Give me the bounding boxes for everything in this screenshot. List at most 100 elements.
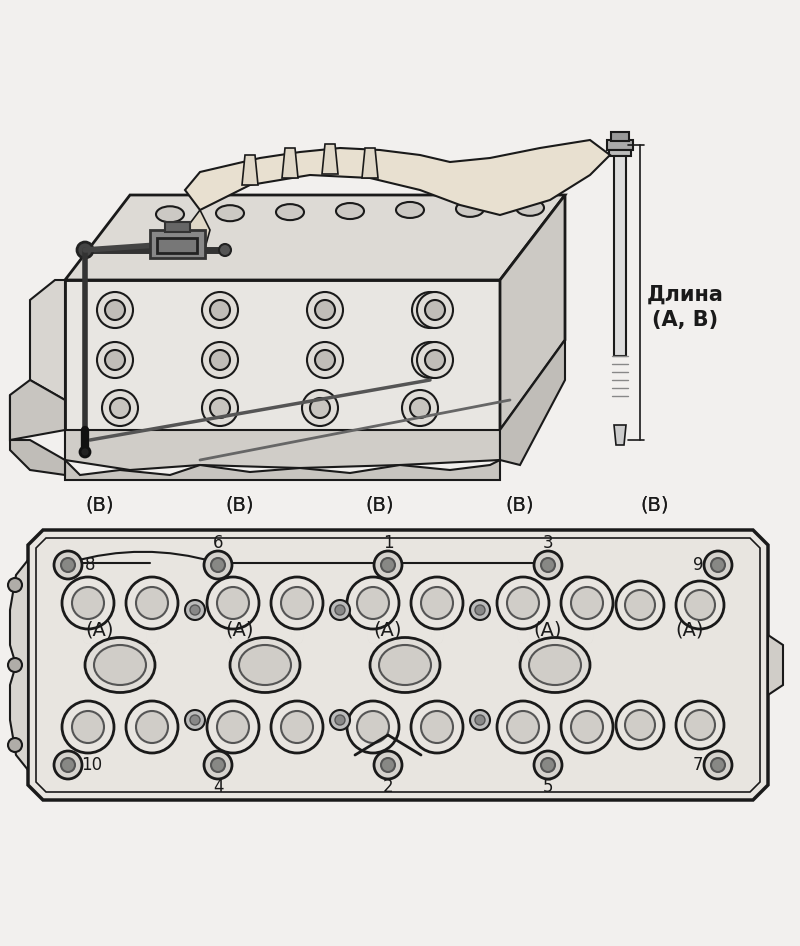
Circle shape: [219, 244, 231, 256]
Polygon shape: [500, 195, 565, 430]
Polygon shape: [322, 144, 338, 174]
Circle shape: [561, 701, 613, 753]
Polygon shape: [500, 340, 565, 465]
Circle shape: [330, 600, 350, 620]
Ellipse shape: [230, 638, 300, 692]
Polygon shape: [30, 280, 65, 400]
Circle shape: [204, 551, 232, 579]
Circle shape: [420, 300, 440, 320]
Circle shape: [211, 758, 225, 772]
Circle shape: [54, 551, 82, 579]
Circle shape: [561, 577, 613, 629]
Circle shape: [412, 292, 448, 328]
Text: (A): (A): [86, 621, 114, 639]
Circle shape: [330, 710, 350, 730]
Text: (B): (B): [86, 496, 114, 515]
Polygon shape: [65, 430, 500, 470]
Circle shape: [207, 577, 259, 629]
Circle shape: [704, 551, 732, 579]
Circle shape: [61, 758, 75, 772]
Bar: [150, 230, 205, 258]
Circle shape: [62, 701, 114, 753]
Circle shape: [711, 758, 725, 772]
Circle shape: [207, 701, 259, 753]
Circle shape: [271, 701, 323, 753]
Circle shape: [470, 710, 490, 730]
Circle shape: [72, 587, 104, 619]
Circle shape: [425, 350, 445, 370]
Ellipse shape: [156, 206, 184, 222]
Text: (B): (B): [506, 496, 534, 515]
Ellipse shape: [85, 638, 155, 692]
Text: 9: 9: [693, 556, 703, 574]
Circle shape: [217, 587, 249, 619]
Ellipse shape: [239, 645, 291, 685]
Text: (A): (A): [676, 621, 704, 639]
Circle shape: [204, 751, 232, 779]
Polygon shape: [28, 530, 768, 800]
Circle shape: [497, 577, 549, 629]
Text: 5: 5: [542, 778, 554, 796]
Circle shape: [470, 600, 490, 620]
Circle shape: [217, 711, 249, 743]
Bar: [611, 132, 629, 141]
Circle shape: [185, 710, 205, 730]
Circle shape: [335, 605, 345, 615]
Circle shape: [571, 711, 603, 743]
Polygon shape: [282, 148, 298, 178]
Circle shape: [571, 587, 603, 619]
Circle shape: [402, 390, 438, 426]
Circle shape: [417, 342, 453, 378]
Text: (А, В): (А, В): [652, 310, 718, 330]
Circle shape: [685, 590, 715, 620]
Circle shape: [616, 581, 664, 629]
Text: 6: 6: [213, 534, 223, 552]
Circle shape: [497, 701, 549, 753]
Bar: [614, 156, 626, 356]
Circle shape: [80, 447, 90, 457]
Text: (B): (B): [86, 496, 114, 515]
Text: 1: 1: [382, 534, 394, 552]
Circle shape: [411, 701, 463, 753]
Circle shape: [190, 715, 200, 725]
Ellipse shape: [456, 201, 484, 217]
Text: (A): (A): [226, 621, 254, 639]
Circle shape: [475, 605, 485, 615]
Circle shape: [105, 350, 125, 370]
Circle shape: [374, 551, 402, 579]
Ellipse shape: [516, 200, 544, 216]
Text: (B): (B): [641, 496, 670, 515]
Circle shape: [347, 577, 399, 629]
Circle shape: [126, 577, 178, 629]
Polygon shape: [10, 380, 65, 440]
Circle shape: [507, 587, 539, 619]
Circle shape: [315, 300, 335, 320]
Circle shape: [271, 577, 323, 629]
Circle shape: [315, 350, 335, 370]
Bar: [609, 150, 631, 156]
Circle shape: [711, 558, 725, 572]
Ellipse shape: [370, 638, 440, 692]
Circle shape: [421, 711, 453, 743]
Circle shape: [421, 587, 453, 619]
Circle shape: [420, 350, 440, 370]
Circle shape: [102, 390, 138, 426]
Circle shape: [410, 398, 430, 418]
Circle shape: [210, 398, 230, 418]
Circle shape: [105, 300, 125, 320]
Text: 4: 4: [213, 778, 223, 796]
Text: (B): (B): [366, 496, 394, 515]
Circle shape: [704, 751, 732, 779]
Circle shape: [625, 710, 655, 740]
Polygon shape: [65, 460, 500, 480]
Circle shape: [475, 715, 485, 725]
Circle shape: [210, 300, 230, 320]
Circle shape: [347, 701, 399, 753]
Circle shape: [202, 342, 238, 378]
Polygon shape: [362, 148, 378, 178]
Circle shape: [97, 342, 133, 378]
Circle shape: [310, 398, 330, 418]
Circle shape: [8, 658, 22, 672]
Circle shape: [541, 758, 555, 772]
Ellipse shape: [520, 638, 590, 692]
